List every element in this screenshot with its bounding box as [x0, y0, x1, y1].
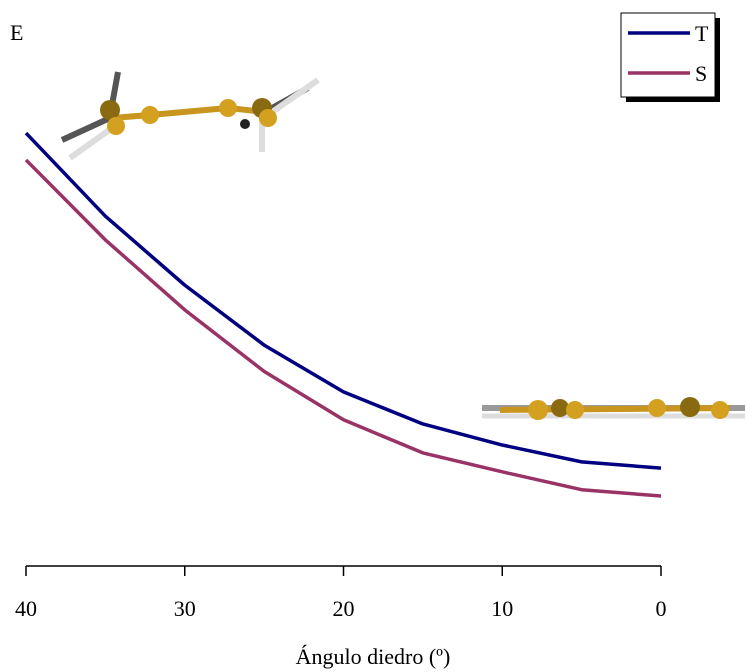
legend-label: S: [695, 61, 707, 86]
x-tick-label: 30: [174, 596, 196, 621]
x-tick-label: 40: [15, 596, 37, 621]
x-tick-label: 20: [333, 596, 355, 621]
x-tick-label: 10: [491, 596, 513, 621]
x-axis-label: Ángulo diedro (º): [296, 644, 451, 669]
x-tick-label: 0: [656, 596, 667, 621]
chart: E Ángulo diedro (º) 40 30 20 10 0 TS: [0, 0, 747, 672]
molecule-twisted: [62, 72, 318, 158]
y-axis-label: E: [10, 20, 23, 45]
line-series: [26, 160, 661, 496]
legend-label: T: [695, 21, 709, 46]
molecule-planar: [482, 397, 745, 420]
